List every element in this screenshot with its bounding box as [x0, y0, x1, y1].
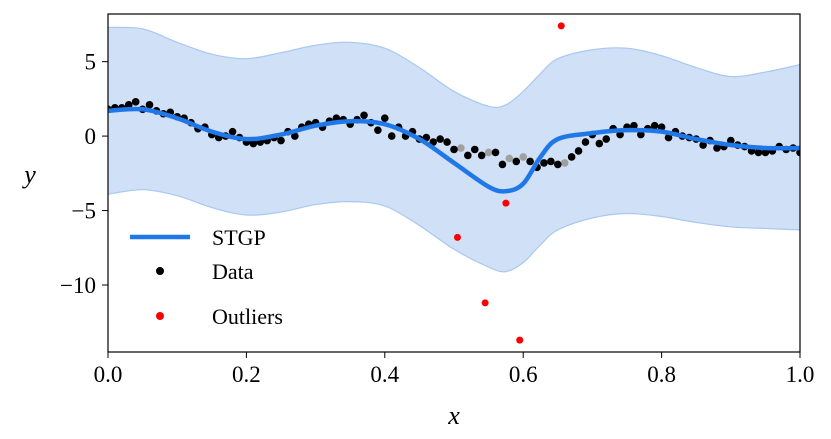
outlier-points — [453, 22, 565, 344]
confidence-band-upper-edge — [108, 26, 800, 109]
data-point — [796, 148, 800, 157]
data-point — [477, 151, 486, 160]
outlier-point — [502, 199, 510, 207]
plot-frame — [107, 13, 801, 353]
data-point — [595, 139, 604, 148]
y-axis-label: y — [21, 160, 36, 189]
x-tick-label: 0.0 — [94, 362, 123, 387]
legend-stgp-label: STGP — [212, 225, 266, 250]
masked-data-point — [560, 159, 569, 167]
data-point — [360, 111, 368, 120]
data-point — [664, 133, 673, 142]
data-point — [713, 144, 721, 152]
x-tick-label: 0.6 — [509, 362, 538, 387]
y-tick-label: 0 — [85, 124, 97, 149]
legend-data-marker-icon — [156, 267, 164, 275]
data-point — [650, 121, 659, 130]
data-point — [498, 160, 507, 169]
x-axis: 0.0 0.2 0.4 0.6 0.8 1.0 — [94, 352, 815, 387]
data-point — [464, 151, 472, 160]
x-tick-label: 0.8 — [647, 362, 676, 387]
stgp-mean-line — [108, 106, 800, 194]
masked-data-point — [484, 148, 493, 157]
masked-data-points — [457, 144, 569, 167]
data-point — [124, 101, 133, 109]
data-point — [374, 126, 382, 134]
data-point — [554, 160, 562, 169]
y-tick-label: −10 — [60, 273, 96, 298]
data-point — [277, 136, 285, 145]
data-point — [131, 98, 140, 106]
data-point — [228, 127, 237, 136]
outlier-point — [453, 233, 461, 241]
data-point — [602, 135, 611, 143]
data-point — [249, 139, 258, 148]
x-tick-label: 0.4 — [370, 362, 399, 387]
data-point — [450, 145, 458, 154]
masked-data-point — [457, 144, 465, 152]
outlier-point — [481, 299, 489, 307]
y-tick-label: 5 — [85, 50, 97, 75]
data-point — [567, 153, 576, 161]
data-point — [443, 138, 451, 146]
data-point — [526, 157, 534, 166]
data-point — [761, 148, 770, 157]
data-point — [699, 141, 707, 149]
data-point — [491, 148, 500, 157]
outlier-point — [557, 22, 565, 30]
data-point — [574, 147, 583, 155]
masked-data-point — [519, 153, 527, 161]
masked-data-point — [505, 154, 514, 163]
data-point — [581, 138, 590, 146]
data-point — [512, 157, 521, 166]
x-axis-label: x — [447, 401, 460, 430]
data-point — [470, 145, 479, 154]
legend-data-label: Data — [212, 259, 254, 284]
x-tick-label: 1.0 — [786, 362, 815, 387]
y-tick-label: −5 — [72, 199, 96, 224]
data-point — [637, 130, 645, 139]
legend: STGP Data Outliers — [130, 225, 283, 329]
data-point — [381, 114, 389, 123]
confidence-band-lower-edge — [108, 189, 800, 273]
data-point — [547, 157, 555, 166]
outlier-point — [516, 336, 524, 344]
x-tick-label: 0.2 — [232, 362, 261, 387]
data-point — [657, 123, 666, 131]
data-point — [429, 138, 438, 146]
data-point — [540, 159, 548, 167]
data-points — [108, 98, 800, 172]
data-point — [387, 132, 396, 140]
y-axis: 5 0 −5 −10 — [60, 50, 108, 298]
data-point — [291, 132, 299, 140]
legend-outliers-label: Outliers — [212, 304, 283, 329]
data-point — [436, 135, 444, 143]
data-point — [630, 121, 638, 130]
data-point — [145, 101, 154, 109]
legend-outliers-marker-icon — [156, 312, 164, 320]
data-point — [754, 148, 763, 157]
data-point — [727, 136, 735, 145]
